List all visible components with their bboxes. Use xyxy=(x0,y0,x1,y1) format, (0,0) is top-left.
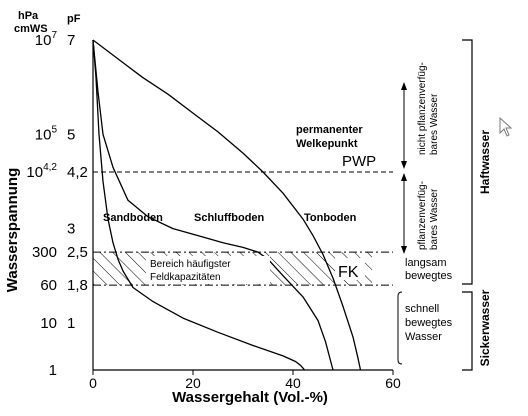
pwp-note-line-1: permanenter xyxy=(296,124,363,136)
retention-curves xyxy=(92,39,362,371)
x-tick-label: 40 xyxy=(285,375,301,391)
arrow-up-icon xyxy=(401,173,407,181)
hpa-tick-label: 10 xyxy=(40,315,57,332)
fk-note-box: Bereich häufigster Feldkapazitäten xyxy=(146,256,270,284)
pwp-label: PWP xyxy=(342,153,376,170)
x-axis-title: Wassergehalt (Vol.-%) xyxy=(172,389,328,406)
unit-cmws-label: cmWS xyxy=(14,23,48,35)
pf-tick-label: 2,5 xyxy=(67,244,88,261)
fk-note-line-2: Feldkapazitäten xyxy=(150,272,221,283)
annotation-langsam-2: bewegtes xyxy=(405,270,453,282)
x-tick-label: 20 xyxy=(185,375,201,391)
x-tick-label: 60 xyxy=(385,375,401,391)
pwp-note-line-2: Welkepunkt xyxy=(296,138,358,150)
hpa-tick-label: 104,2 xyxy=(26,162,57,181)
annotation-available-1: pflanzenverfüg- xyxy=(417,181,428,250)
annotation-nonavailable-1: nicht pflanzenverfüg- xyxy=(417,62,428,155)
label-sickerwasser: Sickerwasser xyxy=(478,289,492,366)
annotation-schnell-1: schnell xyxy=(405,303,439,315)
mouse-pointer-icon xyxy=(499,116,513,137)
arrow-up-icon xyxy=(401,82,407,90)
pf-tick-label: 5 xyxy=(67,126,75,143)
hpa-tick-labels: 107 105 104,2 300 60 10 1 xyxy=(26,30,57,379)
bracket-haftwasser xyxy=(462,39,473,285)
bracket-sickerwasser xyxy=(462,291,473,371)
pf-tick-label: 1,8 xyxy=(67,277,88,294)
pf-tick-label: 4,2 xyxy=(67,164,88,181)
right-annotations: nicht pflanzenverfüg- bares Wasser pflan… xyxy=(397,39,492,371)
fk-label: FK xyxy=(338,264,359,281)
series-line-schluffboden xyxy=(92,39,334,371)
hpa-tick-label: 300 xyxy=(32,244,57,261)
annotation-available-2: bares Wasser xyxy=(429,188,440,250)
hpa-tick-label: 60 xyxy=(40,277,57,294)
annotation-nonavailable-2: bares Wasser xyxy=(429,93,440,155)
arrow-down-icon xyxy=(401,161,407,169)
series-label-sandboden: Sandboden xyxy=(103,212,163,224)
series-line-sandboden xyxy=(92,39,306,371)
series-label-schluffboden: Schluffboden xyxy=(194,212,265,224)
pf-tick-label: 3 xyxy=(67,221,75,238)
label-haftwasser: Haftwasser xyxy=(478,130,492,194)
fk-label-background xyxy=(335,258,365,280)
reference-lines xyxy=(93,171,393,286)
series-label-tonboden: Tonboden xyxy=(304,212,357,224)
series-line-tonboden xyxy=(92,39,362,371)
arrow-down-icon xyxy=(401,246,407,254)
annotation-schnell-3: Wasser xyxy=(405,331,442,343)
hpa-tick-label: 1 xyxy=(49,362,57,379)
fk-note-line-1: Bereich häufigster xyxy=(150,259,231,270)
annotation-schnell-2: bewegtes xyxy=(405,317,453,329)
x-axis-ticks: 0 20 40 60 xyxy=(89,370,401,391)
hpa-tick-label: 107 xyxy=(35,30,58,49)
bracket-schnell xyxy=(397,291,403,365)
pf-tick-label: 1 xyxy=(67,315,75,332)
unit-hpa-label: hPa xyxy=(18,10,39,22)
hpa-tick-label: 105 xyxy=(35,124,58,143)
unit-pf-label: pF xyxy=(67,13,81,25)
pf-tick-label: 7 xyxy=(67,32,75,49)
fk-note-background xyxy=(146,256,270,284)
pf-tick-labels: 7 5 4,2 3 2,5 1,8 1 xyxy=(67,32,88,332)
x-tick-label: 0 xyxy=(89,375,97,391)
annotation-langsam-1: langsam xyxy=(405,257,447,269)
y-axis-title: Wasserspannung xyxy=(4,168,21,292)
